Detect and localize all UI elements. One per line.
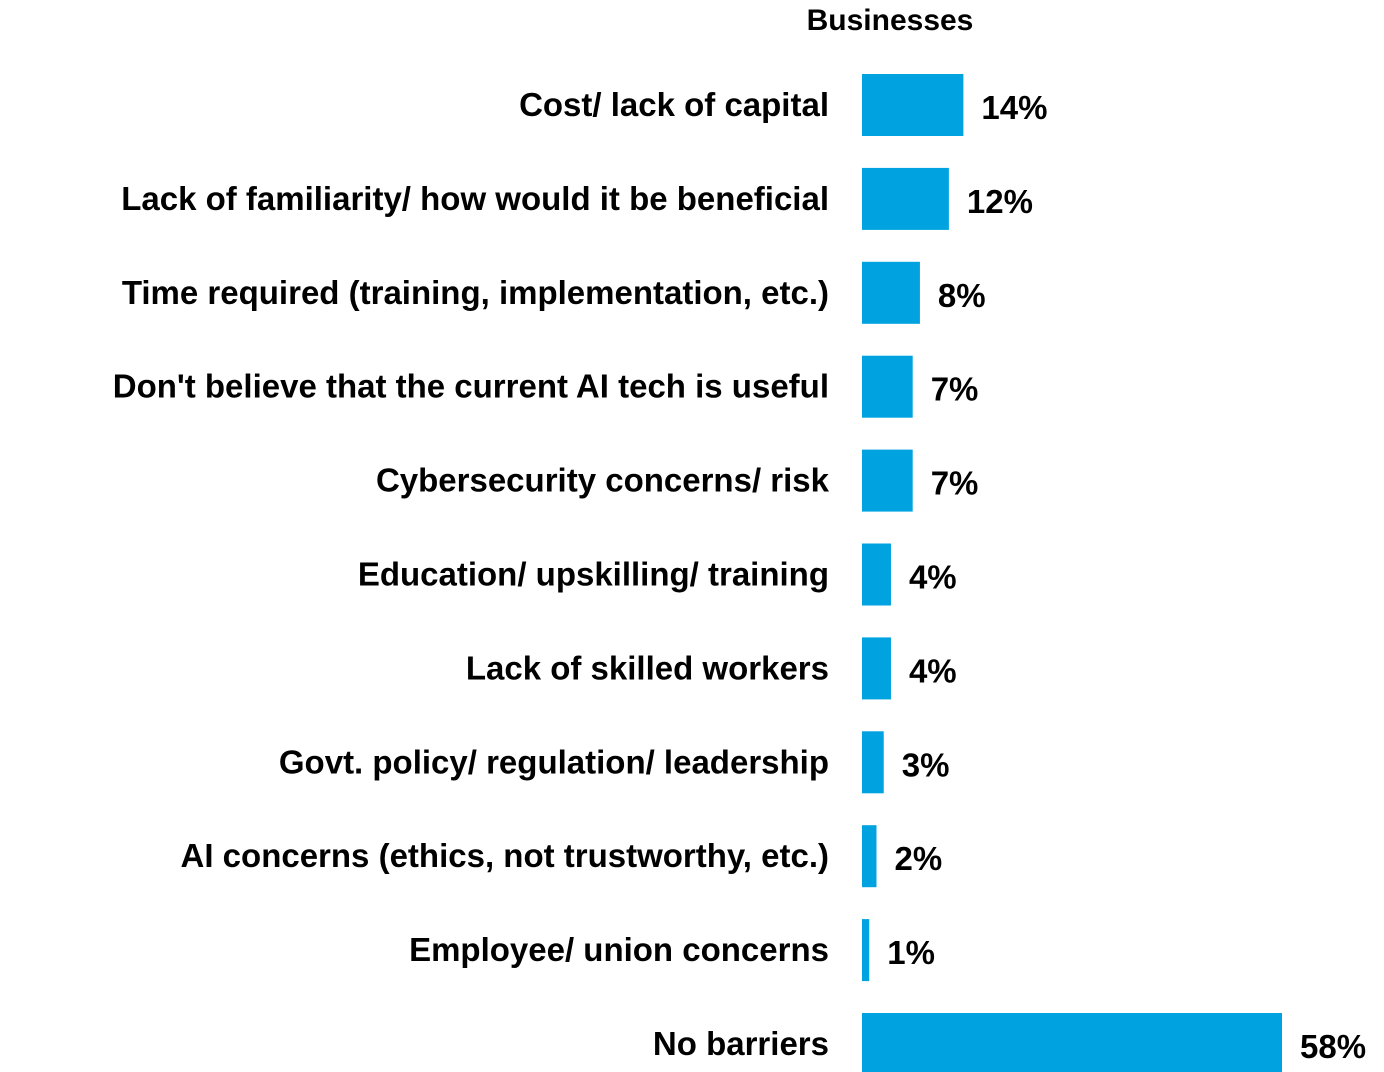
bar-row: Education/ upskilling/ training 4% (358, 543, 957, 606)
bar (862, 449, 913, 512)
bar-row: No barriers 58% (653, 1013, 1366, 1072)
category-label: Don't believe that the current AI tech i… (113, 368, 829, 405)
category-label: Lack of familiarity/ how would it be ben… (121, 180, 829, 217)
bar-row: Don't believe that the current AI tech i… (113, 355, 979, 418)
category-label: Time required (training, implementation,… (122, 274, 829, 311)
bar (862, 637, 891, 700)
series-title: Businesses (807, 4, 974, 37)
bar (862, 731, 884, 794)
bar-row: Cybersecurity concerns/ risk 7% (376, 449, 979, 512)
category-label: Govt. policy/ regulation/ leadership (279, 743, 829, 780)
bar-row: Lack of skilled workers 4% (466, 637, 957, 700)
value-label: 58% (1300, 1028, 1366, 1065)
category-label: AI concerns (ethics, not trustworthy, et… (181, 837, 829, 874)
bar (862, 919, 870, 982)
value-label: 4% (909, 652, 957, 689)
bar-row: Govt. policy/ regulation/ leadership 3% (279, 731, 950, 794)
category-label: No barriers (653, 1025, 829, 1062)
value-label: 12% (967, 183, 1033, 220)
value-label: 14% (981, 89, 1047, 126)
bar (862, 543, 891, 606)
value-label: 2% (894, 840, 942, 877)
value-label: 3% (902, 746, 950, 783)
bar (862, 1013, 1282, 1072)
bar-row: Lack of familiarity/ how would it be ben… (121, 167, 1033, 230)
category-label: Education/ upskilling/ training (358, 556, 829, 593)
value-label: 4% (909, 559, 957, 596)
bar-row: Cost/ lack of capital 14% (519, 74, 1047, 136)
bar (862, 167, 949, 230)
bar-row: AI concerns (ethics, not trustworthy, et… (181, 825, 942, 888)
category-label: Cybersecurity concerns/ risk (376, 462, 830, 499)
bars-layer: Cost/ lack of capital 14% Lack of familiar… (113, 74, 1366, 1072)
category-label: Employee/ union concerns (409, 931, 829, 968)
value-label: 7% (931, 465, 979, 502)
category-label: Lack of skilled workers (466, 649, 829, 686)
bar (862, 74, 964, 136)
category-label: Cost/ lack of capital (519, 86, 829, 123)
value-label: 7% (931, 371, 979, 408)
bar (862, 261, 920, 324)
bar (862, 355, 913, 418)
bar-row: Time required (training, implementation,… (122, 261, 986, 324)
bar (862, 825, 877, 888)
value-label: 8% (938, 277, 986, 314)
value-label: 1% (887, 934, 935, 971)
bar-row: Employee/ union concerns 1% (409, 919, 935, 982)
